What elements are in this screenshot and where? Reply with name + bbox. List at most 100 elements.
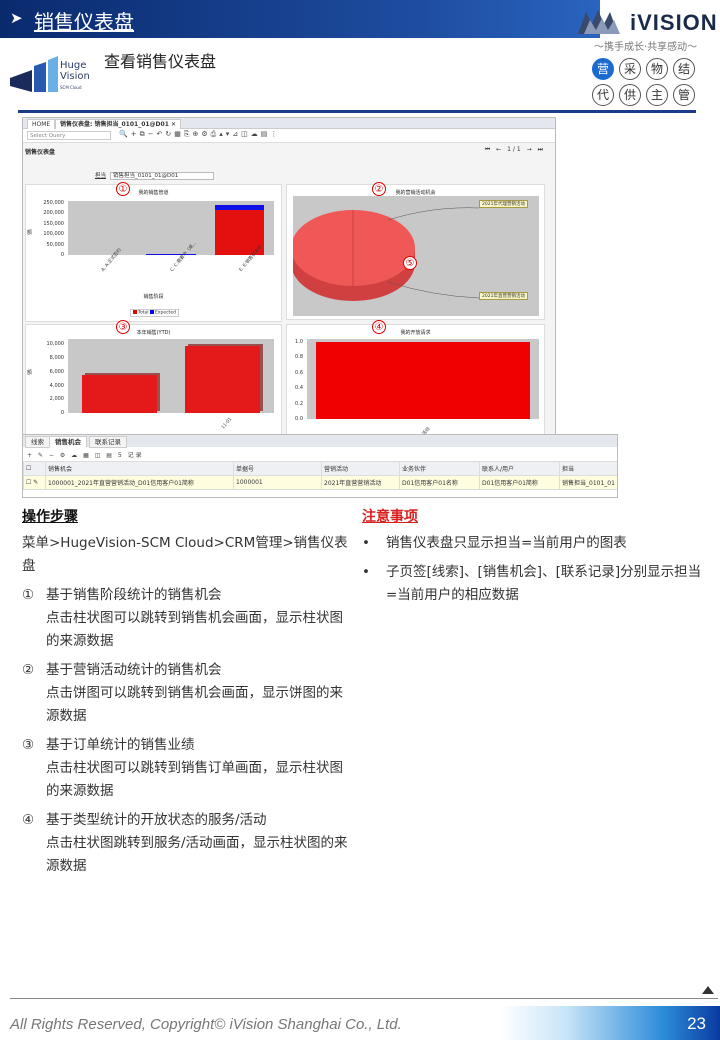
bullet-icon: • [362,564,370,580]
undo-icon[interactable]: ↶ [156,130,166,138]
cell-docno: 1000001 [233,475,322,490]
filter-label: 担当 [95,173,107,179]
row-checkbox[interactable]: ☐ ✎ [23,475,46,490]
more-icon[interactable]: ⋮ [270,130,281,138]
grid-icon[interactable]: ▦ [83,452,91,459]
chart-sales-pipeline[interactable]: 我的销售管道 额 销售阶段 Total Expected 0 50,000 100,… [25,184,282,322]
marker-3: ③ [116,320,130,334]
chart-open-requests[interactable]: 我的开放请求 0.0 0.2 0.4 0.6 0.8 1.0 活动 [286,324,545,434]
copy-icon[interactable]: ⧉ [139,130,148,138]
select-all-checkbox[interactable]: ☐ [23,461,46,476]
page-number-band [500,1006,720,1040]
opportunity-table: ☐ 销售机会 单据号 营销活动 业务伙伴 联系人/用户 担当 ☐ ✎ 10000… [23,461,617,490]
step-desc: 点击柱状图可以跳转到销售订单画面，显示柱状图的来源数据 [46,760,343,799]
last-icon[interactable]: ⏭ [537,146,545,153]
add-icon[interactable]: + [130,130,140,138]
next-icon[interactable]: → [526,146,534,153]
gear-icon[interactable]: ⚙ [59,452,68,459]
minus-icon[interactable]: − [48,452,56,459]
col-opportunity[interactable]: 销售机会 [45,461,234,476]
filter-value[interactable]: 销售担当_0101_01@D01 [110,172,215,180]
chart-bar[interactable] [82,375,157,413]
col-owner[interactable]: 担当 [559,461,617,476]
y-tick-label: 0.4 [295,385,303,392]
help-icon[interactable]: ⊿ [232,130,242,138]
step-desc: 点击饼图可以跳转到销售机会画面，显示饼图的来源数据 [46,685,343,724]
brand-name: iVISION [630,10,718,35]
step-number: ① [22,587,35,603]
zoom-icon[interactable]: ⊕ [192,130,202,138]
chart3-ylabel: 额 [26,370,32,376]
add-icon[interactable]: + [27,452,35,459]
marker-1: ① [116,182,130,196]
select-query-dropdown[interactable]: Select Query [27,131,111,140]
menu-path: 菜单>HugeVision-SCM Cloud>CRM管理>销售仪表盘 [22,535,348,574]
col-campaign[interactable]: 营销活动 [321,461,400,476]
page-number: 1/1 [507,146,523,153]
y-tick-label: 2,000 [49,396,64,403]
search-icon[interactable]: 🔍 [119,130,131,138]
minus-icon[interactable]: − [147,130,157,138]
chart-bar[interactable] [214,205,265,211]
window-icon[interactable]: ◫ [241,130,251,138]
tab-contacts[interactable]: 联系记录 [89,436,127,448]
y-tick-label: 0.8 [295,354,303,361]
step-title: 基于类型统计的开放状态的服务/活动 [46,812,267,828]
grid-icon[interactable]: ▦ [174,130,184,138]
tag-agent: 代 [592,84,614,106]
cloud-icon[interactable]: ☁ [71,452,80,459]
bullet-icon: • [362,535,370,551]
cloud-icon[interactable]: ☁ [250,130,261,138]
y-tick-label: 4,000 [49,382,64,389]
gear-icon[interactable]: ⚙ [201,130,211,138]
marker-4: ④ [372,320,386,334]
step-desc: 点击柱状图跳转到服务/活动画面，显示柱状图的来源数据 [46,835,348,874]
chart-bar[interactable] [214,210,265,255]
chart1-title: 我的销售管道 [138,190,169,196]
chart1-ylabel: 额 [26,230,32,236]
chart4-plot [307,339,539,419]
sub-tabs: 线索 销售机会 联系记录 [23,435,617,448]
caret-icon[interactable]: ▴ [219,130,226,138]
tab-leads[interactable]: 线索 [25,436,50,448]
chart1-legend: Total Expected [130,309,179,317]
chart-bar[interactable] [146,253,196,255]
scroll-up-icon[interactable] [702,986,714,994]
layout-icon[interactable]: ▤ [260,130,271,138]
col-contact[interactable]: 联系人/用户 [479,461,560,476]
owner-filter: 担当 销售担当_0101_01@D01 [95,171,215,180]
tag-settlement: 结 [673,58,695,80]
record-count: 5 记录 [117,452,144,459]
toolbar-icons: 🔍+⧉−↶↻▦⎘⊕⚙⎙▴▾⊿◫☁▤⋮ [119,130,280,139]
edit-icon[interactable]: ✎ [37,452,45,459]
step-title: 基于销售阶段统计的销售机会 [46,587,222,603]
window-icon[interactable]: ◫ [94,452,103,459]
print-icon[interactable]: ⎙ [210,130,220,138]
caret-down-icon[interactable]: ▾ [225,130,233,138]
chart-bar[interactable] [185,345,260,413]
brand-slogan: ～携手成长·共享感动～ [594,42,698,53]
layout-icon[interactable]: ▤ [106,452,114,459]
tab-opportunities[interactable]: 销售机会 [49,436,87,448]
pie-label-direct: 2021年直营营销活动 [479,292,528,300]
step-item: ② 基于营销活动统计的销售机会 点击饼图可以跳转到销售机会画面，显示饼图的来源数据 [22,659,352,728]
table-row[interactable]: ☐ ✎ 1000001_2021年直营营销活动_D01信用客户01简称 1000… [23,475,617,490]
cell-opportunity: 1000001_2021年直营营销活动_D01信用客户01简称 [45,475,234,490]
close-icon[interactable]: ✕ [170,121,176,128]
pie-label-agent: 2021年代理营销活动 [479,200,528,208]
hugevision-mark-icon [10,56,58,92]
chart-campaign-opportunities[interactable]: 我的营销活动机会 2021年代理营销活动 2021年直营营销活动 ⑤ [286,184,545,320]
col-docno[interactable]: 单据号 [233,461,322,476]
chart-ytd-sales[interactable]: 本年销售(YTD) 额 0 2,000 4,000 6,000 8,000 10,000 1… [25,324,282,434]
pie-slice-direct[interactable] [291,210,415,286]
ivision-logo: iVISION ～携手成长·共享感动～ [576,6,718,53]
attach-icon[interactable]: ⎘ [183,130,193,138]
chart-bar[interactable] [316,342,530,419]
pager: ⏮ ← 1/1 → ⏭ [485,146,545,154]
prev-icon[interactable]: ← [496,146,504,153]
refresh-icon[interactable]: ↻ [165,130,175,138]
first-icon[interactable]: ⏮ [484,146,493,153]
table-header: ☐ 销售机会 单据号 营销活动 业务伙伴 联系人/用户 担当 [23,461,617,476]
step-item: ① 基于销售阶段统计的销售机会 点击柱状图可以跳转到销售机会画面，显示柱状图的来源数… [22,584,352,653]
col-partner[interactable]: 业务伙伴 [399,461,480,476]
